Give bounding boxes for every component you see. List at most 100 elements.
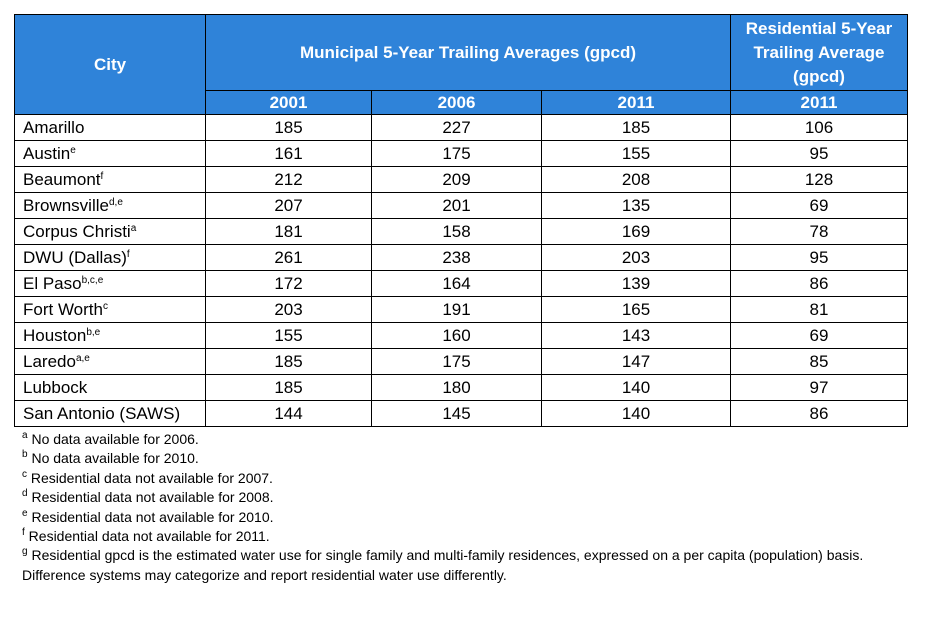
footnote-text: Difference systems may categorize and re…	[22, 566, 507, 583]
value-cell-v2001: 207	[205, 192, 372, 219]
city-name: Austin	[23, 143, 71, 163]
value-cell-v2011: 155	[541, 140, 731, 167]
value-cell-v2006: 175	[371, 348, 542, 375]
footnote-text: Residential gpcd is the estimated water …	[27, 547, 864, 564]
footnote-line: f Residential data not available for 201…	[22, 527, 863, 546]
footnotes: a No data available for 2006. b No data a…	[22, 430, 863, 585]
residential-header: Residential 5-Year Trailing Average (gpc…	[730, 14, 908, 91]
value-cell-v2011: 143	[541, 322, 731, 349]
city-name: Houston	[23, 325, 87, 345]
city-name: Lubbock	[23, 377, 88, 397]
city-cell: Austine	[14, 140, 206, 167]
table-row: Fort Worthc 203 191 165 81	[14, 296, 908, 323]
city-cell: Amarillo	[14, 114, 206, 141]
footnote-marker: b,e	[86, 326, 101, 338]
footnote-mark: g	[22, 546, 28, 558]
footnote-marker: f	[126, 248, 130, 260]
footnote-line: b No data available for 2010.	[22, 449, 863, 468]
value-cell-v2006: 180	[371, 374, 542, 401]
table-row: Austine 161 175 155 95	[14, 140, 908, 167]
city-cell: Brownsvilled,e	[14, 192, 206, 219]
footnote-text: Residential data not available for 2008.	[27, 489, 274, 506]
footnote-text: Residential data not available for 2011.	[24, 528, 270, 545]
value-cell-res2011: 95	[730, 244, 908, 271]
city-name: DWU (Dallas)	[23, 247, 127, 267]
city-name: Brownsville	[23, 195, 109, 215]
city-name: Fort Worth	[23, 299, 103, 319]
footnote-marker: a	[130, 222, 137, 234]
value-cell-v2006: 227	[371, 114, 542, 141]
footnote-mark: f	[22, 527, 25, 539]
city-name: Beaumont	[23, 169, 101, 189]
city-cell: DWU (Dallas)f	[14, 244, 206, 271]
footnote-mark: d	[22, 488, 28, 500]
year-header: 2011	[730, 90, 908, 115]
value-cell-v2006: 191	[371, 296, 542, 323]
footnote-mark: a	[22, 430, 28, 441]
value-cell-v2011: 203	[541, 244, 731, 271]
value-cell-v2011: 147	[541, 348, 731, 375]
value-cell-res2011: 85	[730, 348, 908, 375]
footnote-mark: b	[22, 449, 28, 461]
footnote-marker: d,e	[108, 196, 123, 208]
city-name: Corpus Christi	[23, 221, 131, 241]
value-cell-res2011: 69	[730, 192, 908, 219]
footnote-marker: c	[102, 300, 108, 312]
city-name: El Paso	[23, 273, 82, 293]
table-row: El Pasob,c,e 172 164 139 86	[14, 270, 908, 297]
table-row: Laredoa,e 185 175 147 85	[14, 348, 908, 375]
value-cell-v2001: 181	[205, 218, 372, 245]
table-body: Amarillo 185 227 185 106 Austine 161 175 155 95 Be…	[14, 114, 908, 427]
value-cell-res2011: 95	[730, 140, 908, 167]
table-row: DWU (Dallas)f 261 238 203 95	[14, 244, 908, 271]
table-row: Lubbock 185 180 140 97	[14, 374, 908, 401]
footnote-marker: a,e	[75, 352, 90, 364]
year-header: 2011	[541, 90, 731, 115]
value-cell-v2011: 140	[541, 400, 731, 427]
value-cell-v2001: 155	[205, 322, 372, 349]
value-cell-v2001: 172	[205, 270, 372, 297]
value-cell-res2011: 78	[730, 218, 908, 245]
value-cell-res2011: 128	[730, 166, 908, 193]
city-cell: San Antonio (SAWS)	[14, 400, 206, 427]
city-cell: Lubbock	[14, 374, 206, 401]
value-cell-v2006: 145	[371, 400, 542, 427]
city-cell: Corpus Christia	[14, 218, 206, 245]
value-cell-v2011: 140	[541, 374, 731, 401]
footnote-text: No data available for 2010.	[27, 450, 199, 467]
table-row: Beaumontf 212 209 208 128	[14, 166, 908, 193]
value-cell-v2001: 185	[205, 114, 372, 141]
municipal-header: Municipal 5-Year Trailing Averages (gpcd…	[205, 14, 731, 91]
value-cell-v2006: 201	[371, 192, 542, 219]
table-row: Corpus Christia 181 158 169 78	[14, 218, 908, 245]
value-cell-v2001: 161	[205, 140, 372, 167]
value-cell-v2001: 203	[205, 296, 372, 323]
value-cell-v2006: 209	[371, 166, 542, 193]
city-cell: El Pasob,c,e	[14, 270, 206, 297]
city-cell: Fort Worthc	[14, 296, 206, 323]
water-use-table: City Municipal 5-Year Trailing Averages …	[14, 14, 908, 427]
value-cell-res2011: 69	[730, 322, 908, 349]
value-cell-v2006: 175	[371, 140, 542, 167]
year-header: 2001	[205, 90, 372, 115]
footnote-line: a No data available for 2006.	[22, 430, 863, 449]
footnote-line: e Residential data not available for 201…	[22, 508, 863, 527]
footnote-text: Residential data not available for 2007.	[27, 469, 273, 486]
table-row: Brownsvilled,e 207 201 135 69	[14, 192, 908, 219]
footnote-line: d Residential data not available for 200…	[22, 488, 863, 507]
footnote-text: Residential data not available for 2010.	[27, 508, 274, 525]
value-cell-v2011: 185	[541, 114, 731, 141]
year-header: 2006	[371, 90, 542, 115]
value-cell-v2001: 185	[205, 348, 372, 375]
footnote-marker: e	[70, 144, 76, 156]
value-cell-v2011: 139	[541, 270, 731, 297]
city-name: Laredo	[23, 351, 76, 371]
value-cell-v2006: 160	[371, 322, 542, 349]
value-cell-v2006: 164	[371, 270, 542, 297]
city-header: City	[14, 14, 206, 115]
value-cell-v2006: 158	[371, 218, 542, 245]
city-cell: Beaumontf	[14, 166, 206, 193]
footnote-line: Difference systems may categorize and re…	[22, 566, 863, 585]
city-name: San Antonio (SAWS)	[23, 403, 181, 423]
value-cell-v2006: 238	[371, 244, 542, 271]
